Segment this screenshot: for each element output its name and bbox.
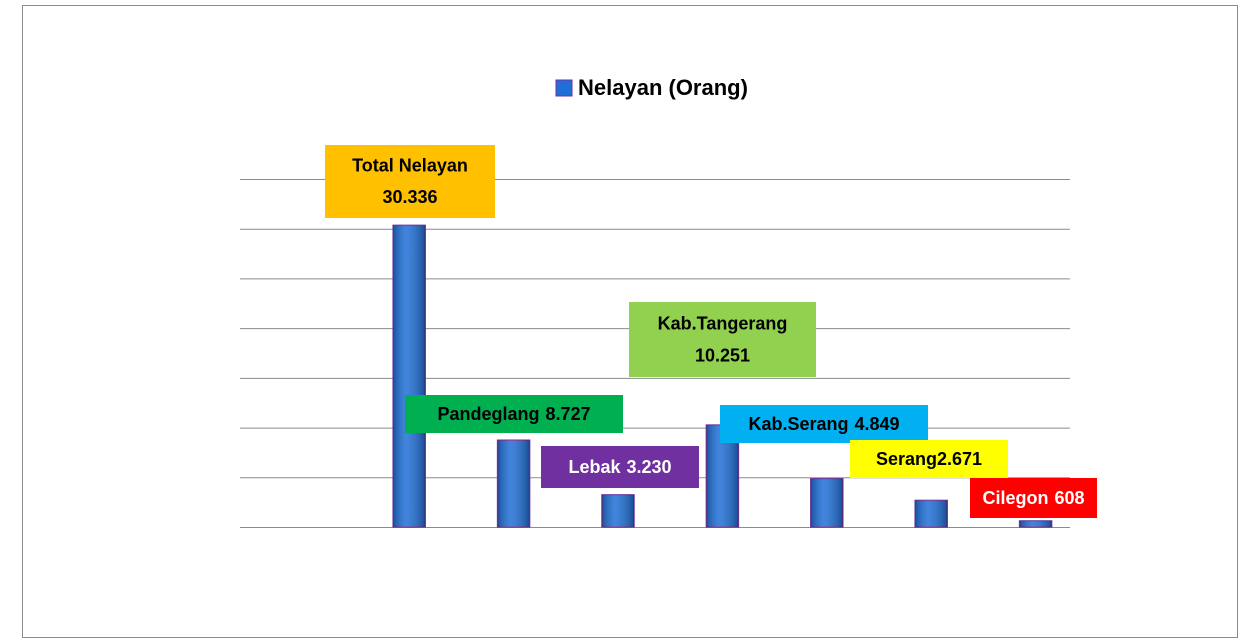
data-label-name: Kab.Tangerang xyxy=(658,313,788,333)
data-label-name: Pandeglang xyxy=(437,404,539,424)
bar-shade xyxy=(915,500,948,527)
data-label-box xyxy=(720,405,928,443)
data-label-name: Total Nelayan xyxy=(352,156,468,176)
data-label-box xyxy=(629,302,816,377)
bar-shade xyxy=(1019,520,1052,527)
data-label: Serang2.671 xyxy=(850,440,1008,478)
data-label-box xyxy=(970,478,1097,518)
data-label-box xyxy=(405,395,623,433)
bar-shade xyxy=(393,225,426,528)
data-label-text: Pandeglang 8.727 xyxy=(437,404,590,424)
data-label-value: 10.251 xyxy=(695,346,750,366)
legend: Nelayan (Orang) xyxy=(555,75,748,100)
data-label-box xyxy=(541,446,699,488)
data-label-value: 4.849 xyxy=(854,414,899,434)
data-label: Kab.Serang 4.849 xyxy=(720,405,928,443)
data-label-value: 3.230 xyxy=(626,457,671,477)
data-label: Cilegon 608 xyxy=(970,478,1097,518)
data-label-value: 2.671 xyxy=(937,449,982,469)
data-label-text: Cilegon 608 xyxy=(982,488,1084,508)
data-label: Pandeglang 8.727 xyxy=(405,395,623,433)
data-label-name: Serang xyxy=(876,449,937,469)
data-label-box xyxy=(850,440,1008,478)
data-label: Kab.Tangerang 10.251 xyxy=(629,302,816,377)
data-label-text: Serang2.671 xyxy=(876,449,982,469)
data-label: Lebak 3.230 xyxy=(541,446,699,488)
data-label-box xyxy=(325,145,495,218)
data-label-text: Kab.Serang 4.849 xyxy=(748,414,899,434)
legend-marker xyxy=(555,79,573,97)
data-label: Total Nelayan 30.336 xyxy=(325,145,495,218)
data-label-value: 30.336 xyxy=(382,187,437,207)
data-label-value: 8.727 xyxy=(545,404,590,424)
data-label-text: Lebak 3.230 xyxy=(568,457,671,477)
data-label-name: Kab.Serang xyxy=(748,414,848,434)
data-label-value: 608 xyxy=(1054,488,1084,508)
legend-label: Nelayan (Orang) xyxy=(578,75,748,100)
bar-shade xyxy=(602,494,634,527)
data-label-name: Lebak xyxy=(568,457,621,477)
bar-shade xyxy=(497,440,530,527)
data-label-name: Cilegon xyxy=(982,488,1048,508)
bar-shade xyxy=(810,478,843,527)
